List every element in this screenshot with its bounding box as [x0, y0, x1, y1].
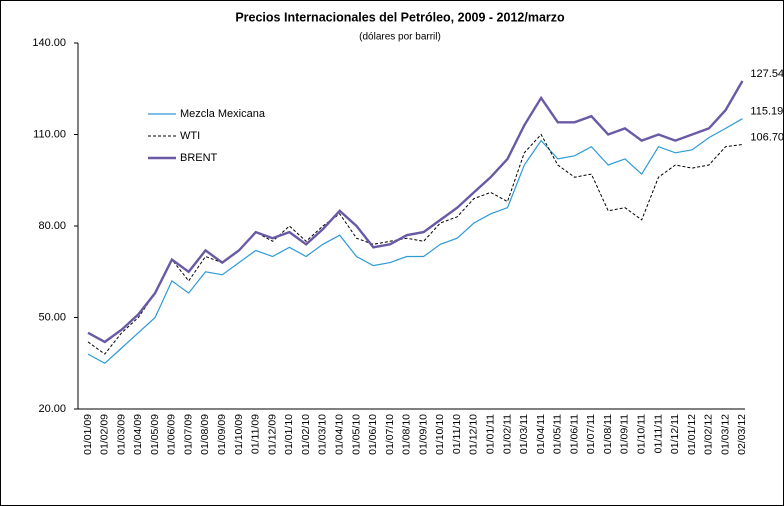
x-tick-label: 01/01/11	[485, 414, 497, 454]
x-tick-label: 01/03/09	[115, 414, 127, 455]
x-tick-label: 01/07/10	[384, 414, 396, 455]
value-label: 106.70	[750, 131, 784, 143]
x-tick-label: 01/01/12	[686, 414, 698, 455]
series-line	[87, 80, 744, 344]
x-tick-label: 02/03/12	[736, 414, 748, 455]
x-tick-label: 01/08/09	[199, 414, 211, 455]
series-line	[87, 118, 743, 365]
x-tick-label: 01/02/11	[501, 414, 513, 454]
x-tick-label: 01/09/09	[216, 414, 228, 455]
x-tick-label: 01/11/11	[652, 414, 664, 453]
x-tick-label: 01/01/10	[283, 414, 295, 455]
x-tick-label: 01/05/09	[149, 414, 161, 455]
y-tick-label: 110.00	[33, 128, 66, 140]
value-label: 127.54	[750, 68, 784, 80]
x-tick-label: 01/09/10	[417, 414, 429, 455]
y-tick-label: 20.00	[38, 403, 66, 415]
x-tick-label: 01/05/11	[552, 414, 564, 454]
x-tick-label: 01/08/11	[602, 414, 614, 454]
x-tick-label: 01/06/11	[568, 414, 580, 454]
x-tick-label: 01/02/12	[703, 414, 715, 455]
x-tick-label: 01/03/12	[719, 414, 731, 455]
y-tick-label: 80.00	[38, 220, 66, 232]
chart-title: Precios Internacionales del Petróleo, 20…	[235, 10, 565, 24]
chart-subtitle: (dólares por barril)	[359, 32, 441, 43]
x-tick-label: 01/12/09	[266, 414, 278, 455]
x-tick-label: 01/02/09	[99, 414, 111, 455]
series-line	[87, 133, 743, 355]
y-tick-label: 50.00	[38, 311, 66, 323]
x-tick-label: 01/06/10	[367, 414, 379, 455]
x-tick-label: 01/11/10	[451, 414, 463, 454]
x-tick-label: 01/07/09	[182, 414, 194, 455]
value-label: 115.19	[750, 106, 783, 118]
x-tick-label: 01/03/10	[317, 414, 329, 455]
x-tick-label: 01/01/09	[82, 414, 94, 455]
x-tick-label: 01/07/11	[585, 414, 597, 454]
x-tick-label: 01/10/11	[636, 414, 648, 454]
x-tick-label: 01/02/10	[300, 414, 312, 455]
legend-label: Mezcla Mexicana	[180, 108, 266, 120]
x-tick-label: 01/09/11	[619, 414, 631, 454]
x-tick-label: 01/04/10	[333, 414, 345, 455]
x-tick-label: 01/12/11	[669, 414, 681, 454]
x-tick-label: 01/06/09	[166, 414, 178, 455]
x-tick-label: 01/10/09	[233, 414, 245, 455]
x-tick-label: 01/05/10	[350, 414, 362, 455]
x-tick-label: 01/12/10	[468, 414, 480, 455]
x-tick-label: 01/04/09	[132, 414, 144, 455]
x-tick-label: 01/08/10	[401, 414, 413, 455]
x-tick-label: 01/11/09	[250, 414, 262, 454]
x-tick-label: 01/04/11	[535, 414, 547, 454]
x-tick-label: 01/03/11	[518, 414, 530, 454]
legend-label: BRENT	[180, 152, 218, 164]
x-tick-label: 01/10/10	[434, 414, 446, 455]
legend-label: WTI	[180, 130, 200, 142]
y-tick-label: 140.00	[32, 37, 66, 49]
